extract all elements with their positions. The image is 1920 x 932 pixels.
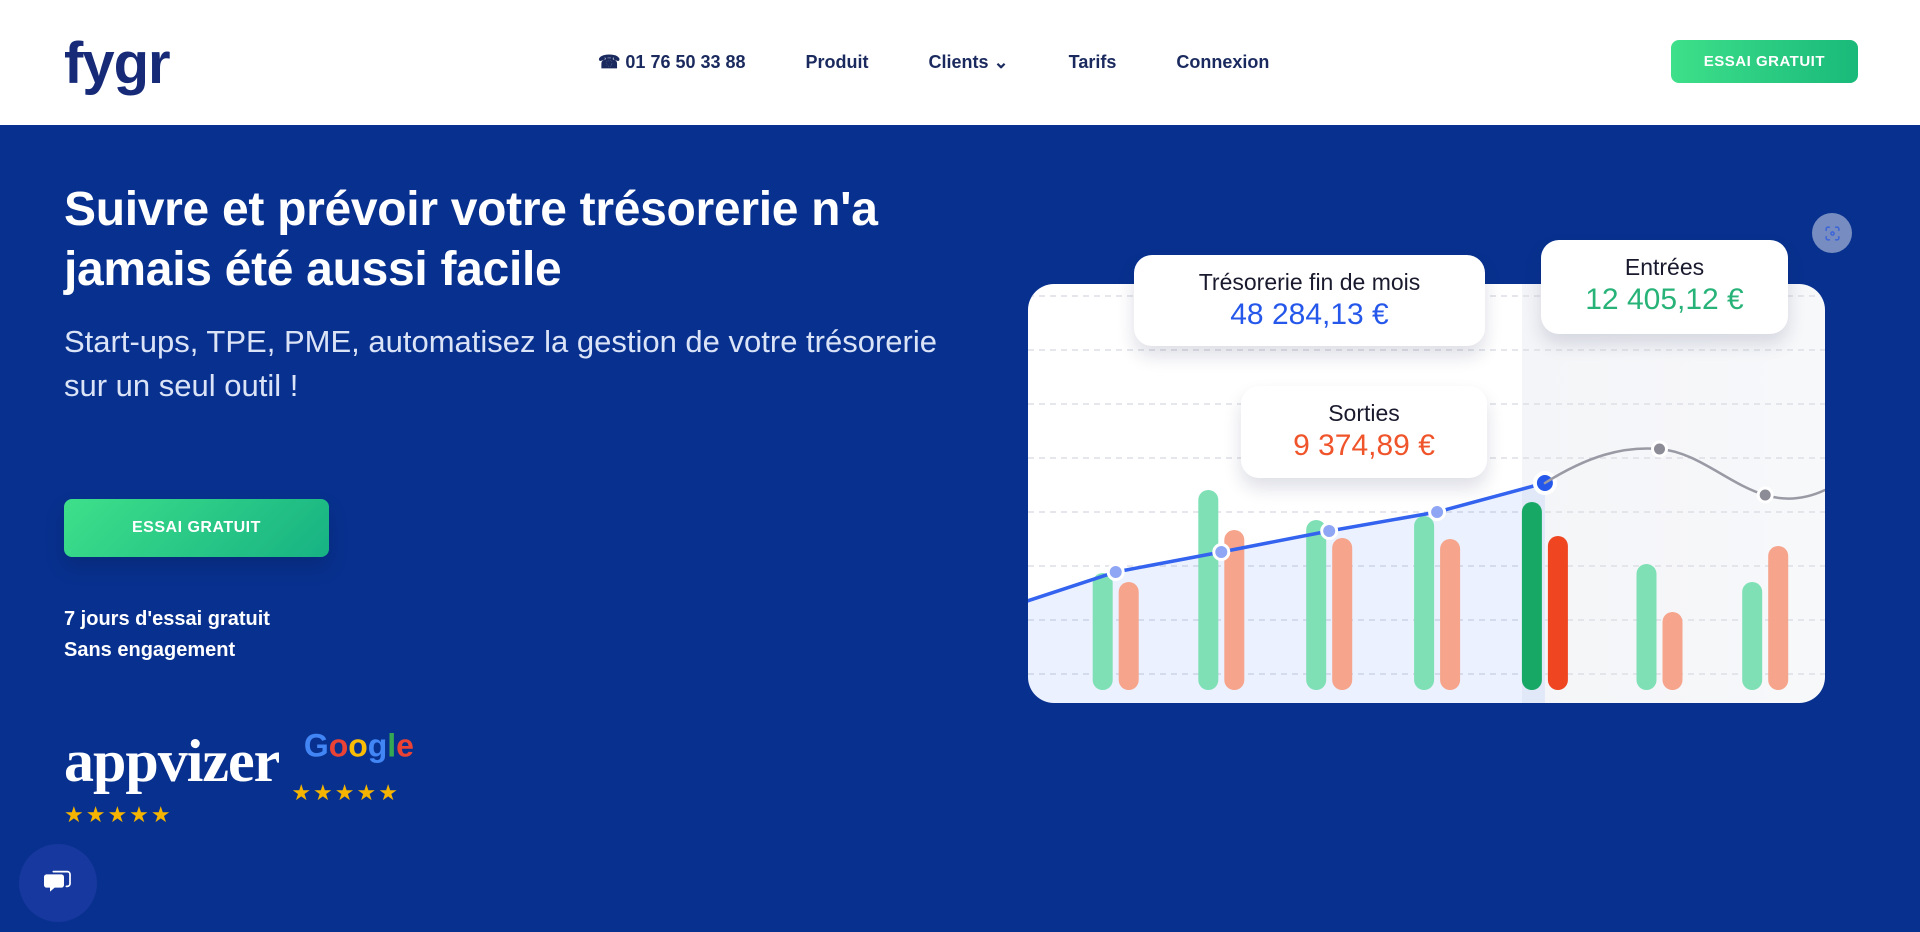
svg-text:Google: Google (304, 728, 414, 764)
